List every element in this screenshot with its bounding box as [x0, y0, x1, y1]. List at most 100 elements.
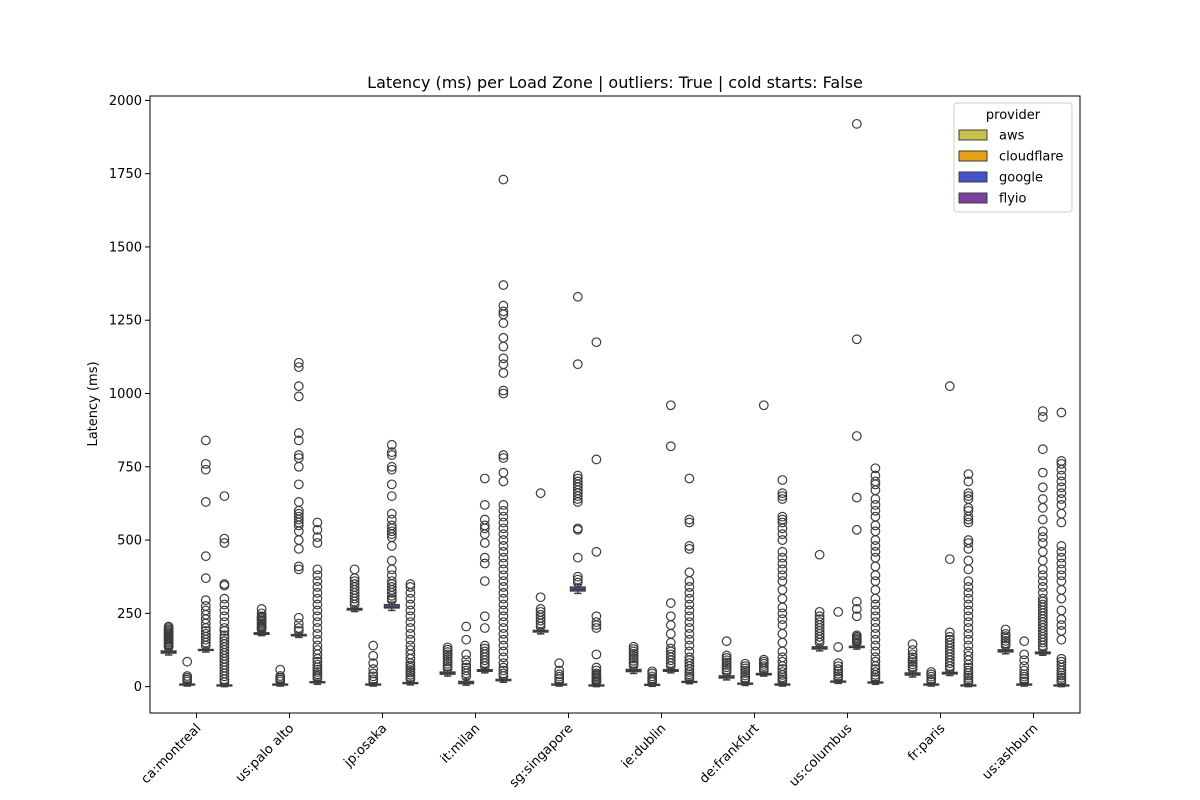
outlier-point — [368, 650, 379, 661]
legend-title: provider — [986, 108, 1041, 123]
outlier-point — [498, 582, 509, 592]
legend-item-flyio[interactable]: flyio — [958, 192, 1026, 207]
outlier-point — [498, 388, 509, 399]
outlier-point — [405, 623, 416, 633]
y-tick-label: 1000 — [109, 387, 142, 402]
outlier-point — [1037, 582, 1048, 592]
outlier-point — [312, 645, 323, 655]
outlier-point — [1056, 494, 1067, 504]
outlier-point — [721, 650, 732, 661]
outlier-point — [293, 450, 304, 460]
outlier-point — [740, 658, 751, 669]
outlier-point — [572, 470, 583, 481]
outlier-point — [1056, 407, 1067, 418]
outlier-point — [219, 599, 230, 610]
outlier-point — [498, 646, 509, 657]
outlier-point — [870, 552, 881, 563]
outlier-point — [572, 476, 583, 487]
outlier-point — [572, 523, 583, 534]
outlier-point — [777, 475, 788, 485]
outlier-point — [963, 538, 974, 548]
outlier-point — [963, 628, 974, 639]
outlier-point — [833, 661, 844, 672]
outlier-point — [200, 551, 211, 562]
outlier-point — [535, 592, 546, 603]
outlier-point — [200, 497, 211, 507]
outlier-point — [591, 662, 602, 673]
outlier-point — [479, 499, 490, 510]
outlier-point — [461, 662, 472, 673]
outlier-point — [870, 667, 881, 677]
outlier-point — [293, 626, 304, 636]
outlier-point — [628, 641, 639, 652]
outlier-point — [1037, 538, 1048, 548]
legend-item-google[interactable]: google — [958, 171, 1043, 186]
legend-item-cloudflare[interactable]: cloudflare — [958, 150, 1063, 165]
outlier-point — [479, 558, 490, 569]
outlier-point — [1056, 488, 1067, 499]
outlier-point — [963, 505, 974, 516]
outlier-point — [851, 630, 862, 641]
outlier-point — [1019, 665, 1030, 676]
legend-item-aws[interactable]: aws — [958, 129, 1025, 144]
outlier-point — [870, 470, 881, 481]
y-tick-label: 500 — [117, 534, 142, 549]
outlier-point — [1019, 661, 1030, 672]
outlier-point — [461, 621, 472, 632]
legend[interactable]: provider aws cloudflare google flyio — [953, 102, 1073, 213]
outlier-point — [777, 529, 788, 540]
outlier-point — [591, 623, 602, 633]
outlier-point — [200, 458, 211, 469]
box-flyio-jp-osaka — [402, 579, 419, 686]
outlier-point — [814, 606, 825, 617]
outlier-point — [591, 337, 602, 348]
outlier-point — [200, 626, 211, 636]
outlier-point — [498, 564, 509, 575]
outlier-point — [498, 385, 509, 396]
outlier-point — [498, 505, 509, 516]
outlier-point — [572, 577, 583, 588]
outlier-point — [870, 623, 881, 633]
box-cloudflare-us-columbus — [830, 606, 847, 685]
outlier-point — [498, 353, 509, 364]
outlier-point — [777, 664, 788, 674]
box-flyio-ie-dublin — [681, 473, 698, 685]
outlier-point — [405, 611, 416, 622]
outlier-point — [926, 667, 937, 677]
box-cloudflare-jp-osaka — [365, 640, 382, 687]
outlier-point — [591, 668, 602, 679]
outlier-point — [684, 640, 695, 651]
outlier-point — [1056, 653, 1067, 664]
outlier-point — [405, 582, 416, 592]
outlier-point — [442, 642, 453, 653]
outlier-point — [498, 535, 509, 545]
outlier-point — [312, 570, 323, 581]
outlier-point — [684, 541, 695, 551]
outlier-point — [777, 494, 788, 504]
outlier-point — [498, 450, 509, 460]
outlier-point — [851, 524, 862, 535]
outlier-point — [870, 511, 881, 522]
outlier-point — [498, 523, 509, 534]
outlier-point — [721, 636, 732, 647]
box-flyio-us-columbus — [867, 463, 884, 686]
outlier-point — [293, 564, 304, 575]
outlier-point — [312, 634, 323, 645]
outlier-point — [498, 546, 509, 557]
outlier-point — [1056, 541, 1067, 551]
outlier-point — [219, 611, 230, 622]
outlier-point — [684, 658, 695, 669]
outlier-point — [386, 450, 397, 460]
box-cloudflare-sg-singapore — [551, 658, 568, 687]
outlier-point — [870, 628, 881, 639]
outlier-point — [647, 671, 658, 682]
box-flyio-us-palo-alto — [309, 517, 326, 686]
box-google-us-palo-alto — [290, 357, 307, 639]
outlier-point — [1037, 599, 1048, 610]
outlier-point — [963, 469, 974, 480]
outlier-point — [405, 593, 416, 604]
outlier-point — [870, 546, 881, 557]
outlier-point — [1037, 412, 1048, 422]
outlier-point — [758, 400, 769, 411]
